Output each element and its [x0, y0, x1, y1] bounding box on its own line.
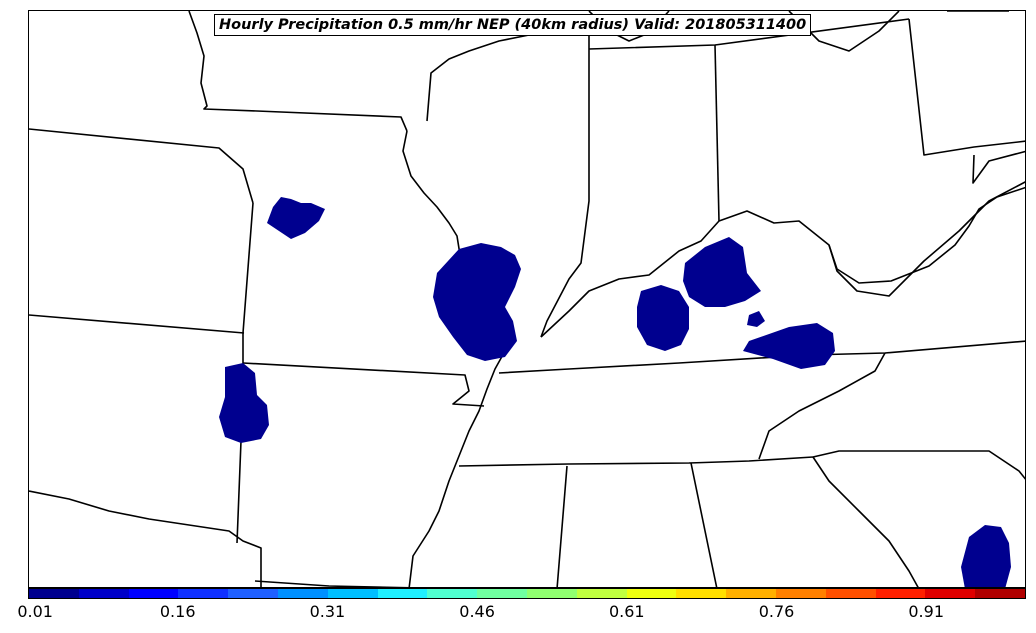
nep-area-oklahoma-arkansas [219, 363, 269, 443]
nep-area-indiana-kentucky [637, 285, 689, 351]
probability-areas [219, 197, 1011, 587]
map-title: Hourly Precipitation 0.5 mm/hr NEP (40km… [214, 14, 812, 36]
colorbar-segment [825, 589, 876, 598]
nep-area-missouri-illinois [433, 243, 521, 361]
colorbar-segment [178, 589, 229, 598]
colorbar-tick-label: 0.01 [17, 602, 53, 621]
colorbar-segment [925, 589, 976, 598]
colorbar-segment [78, 589, 129, 598]
colorbar-tick-label: 0.76 [758, 602, 795, 621]
colorbar-segment [427, 589, 478, 598]
colorbar-segment [676, 589, 727, 598]
colorbar-segment [576, 589, 627, 598]
colorbar-tick-label: 0.16 [159, 602, 196, 621]
nep-area-carolinas [961, 525, 1011, 587]
colorbar-segment [726, 589, 776, 598]
colorbar-tick-label: 0.61 [608, 602, 645, 621]
colorbar-segment [526, 589, 577, 598]
colorbar-segment [377, 589, 428, 598]
colorbar-segment [228, 589, 278, 598]
colorbar-tick-label: 0.91 [908, 602, 944, 621]
colorbar-tick-label: 0.31 [309, 602, 346, 621]
nep-area-iowa [267, 197, 325, 239]
map-canvas [29, 11, 1025, 587]
colorbar-segment [975, 589, 1025, 598]
colorbar-tick-labels: 0.01 0.16 0.31 0.46 0.61 0.76 0.91 [0, 600, 1036, 630]
colorbar-tick-label: 0.46 [459, 602, 495, 621]
state-boundaries [29, 11, 1025, 587]
nep-area-indiana-ohio [683, 237, 761, 307]
nep-area-small-kentucky [747, 311, 765, 327]
colorbar-segment [128, 589, 179, 598]
colorbar-segment [875, 589, 926, 598]
colorbar-segment [29, 589, 79, 598]
colorbar-segment [626, 589, 677, 598]
colorbar-segment [775, 589, 826, 598]
colorbar-segment [477, 589, 527, 598]
colorbar-segment [277, 589, 328, 598]
nep-area-kentucky [743, 323, 835, 369]
colorbar-segment [327, 589, 378, 598]
map-panel [28, 10, 1026, 588]
colorbar [28, 588, 1026, 599]
